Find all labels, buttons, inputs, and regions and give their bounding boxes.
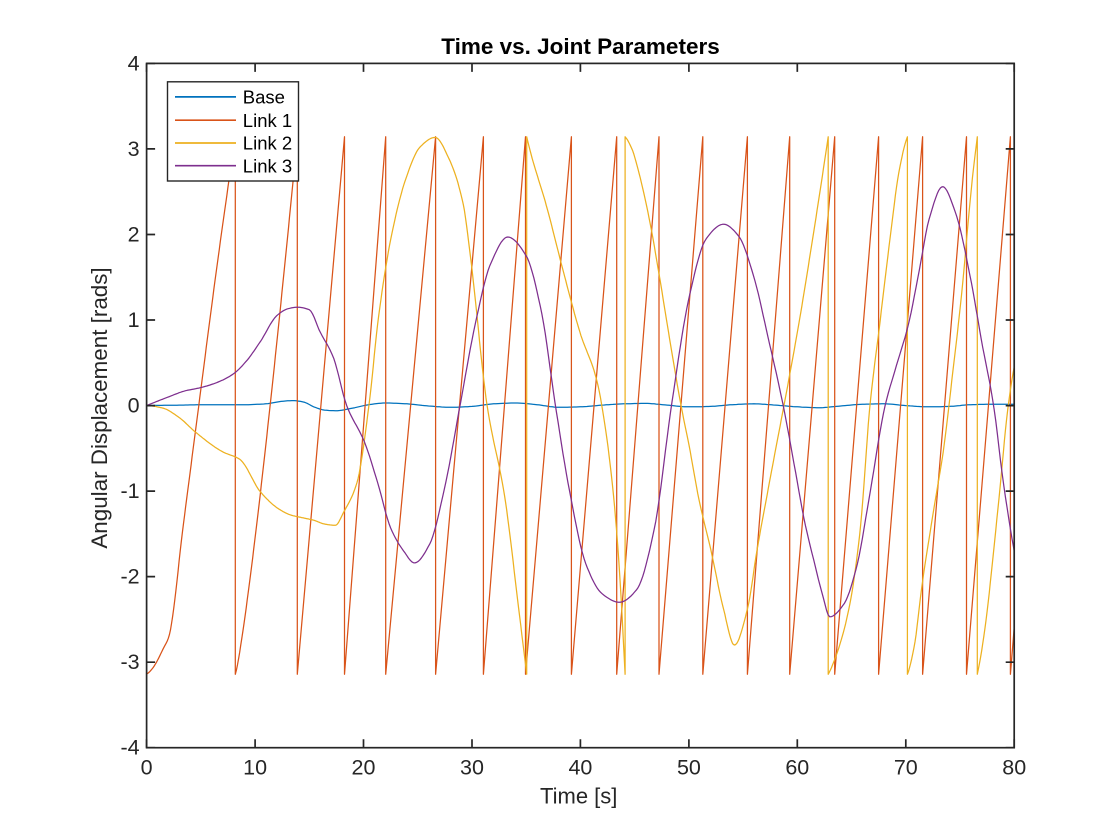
svg-text:20: 20: [352, 756, 376, 780]
svg-text:-1: -1: [120, 479, 139, 503]
svg-text:Base: Base: [243, 87, 285, 108]
svg-text:2: 2: [128, 223, 140, 247]
svg-text:50: 50: [677, 756, 701, 780]
svg-text:0: 0: [141, 756, 153, 780]
svg-text:-2: -2: [120, 565, 139, 589]
svg-text:4: 4: [128, 51, 140, 75]
svg-text:Angular Displacement [rads]: Angular Displacement [rads]: [87, 267, 112, 548]
svg-text:-3: -3: [120, 650, 139, 674]
svg-text:3: 3: [128, 137, 140, 161]
svg-text:40: 40: [568, 756, 592, 780]
svg-text:Time [s]: Time [s]: [540, 784, 617, 809]
svg-text:0: 0: [128, 394, 140, 418]
svg-text:30: 30: [460, 756, 484, 780]
svg-text:1: 1: [128, 308, 140, 332]
svg-text:Link 2: Link 2: [243, 133, 292, 154]
svg-text:Link 1: Link 1: [243, 110, 292, 131]
svg-text:60: 60: [785, 756, 809, 780]
svg-text:Link 3: Link 3: [243, 155, 292, 176]
svg-text:-4: -4: [120, 736, 139, 760]
svg-text:10: 10: [243, 756, 267, 780]
svg-text:70: 70: [894, 756, 918, 780]
svg-text:Time vs. Joint Parameters: Time vs. Joint Parameters: [441, 34, 719, 59]
svg-text:80: 80: [1002, 756, 1026, 780]
